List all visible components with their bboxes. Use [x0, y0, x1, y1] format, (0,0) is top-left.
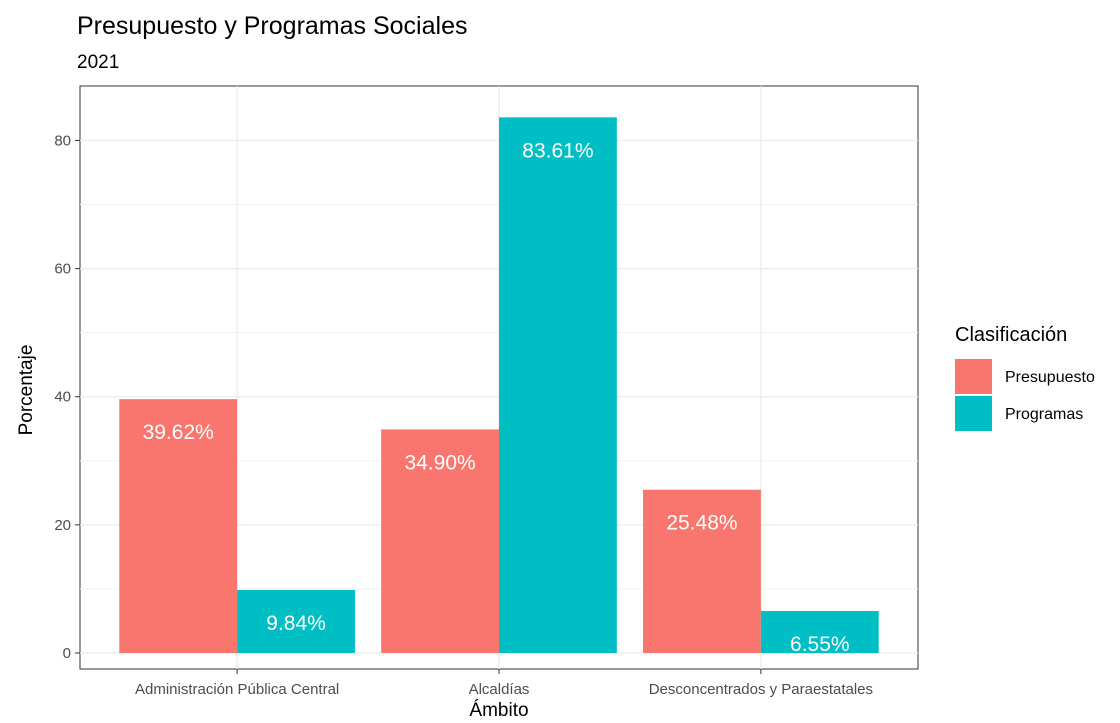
chart-subtitle: 2021	[77, 52, 119, 73]
bar	[760, 611, 879, 653]
bar	[237, 589, 355, 653]
data-labels: 39.62% 34.90% 25.48% 9.84% 83.61% 6.55%	[143, 139, 850, 656]
x-tick-label: Administración Pública Central	[135, 681, 339, 698]
data-label: 83.61%	[522, 139, 593, 162]
data-label: 34.90%	[404, 451, 475, 474]
y-axis: 0 20 40 60 80	[54, 132, 80, 662]
legend-swatch	[955, 396, 992, 431]
data-label: 9.84%	[266, 612, 326, 635]
x-axis-title: Ámbito	[469, 700, 528, 721]
data-label: 25.48%	[666, 512, 737, 535]
legend: Clasificación Presupuesto Programas	[955, 324, 1095, 431]
x-tick-label: Desconcentrados y Paraestatales	[649, 681, 873, 698]
bar	[381, 429, 499, 653]
y-tick-label: 40	[54, 389, 71, 406]
data-label: 39.62%	[143, 421, 214, 444]
bar	[643, 489, 761, 653]
chart-title: Presupuesto y Programas Sociales	[77, 12, 467, 40]
bars	[119, 117, 879, 653]
x-tick-label: Alcaldías	[469, 681, 530, 698]
bar	[499, 117, 617, 653]
y-tick-label: 80	[54, 132, 71, 149]
legend-label: Programas	[1005, 406, 1083, 423]
data-label: 6.55%	[790, 633, 850, 656]
y-axis-title: Porcentaje	[16, 345, 37, 436]
x-axis: Administración Pública Central Alcaldías D…	[135, 669, 873, 698]
bar	[119, 399, 238, 653]
y-tick-label: 0	[63, 645, 71, 662]
y-tick-label: 60	[54, 261, 71, 278]
legend-label: Presupuesto	[1005, 369, 1095, 386]
legend-swatch	[955, 359, 992, 394]
y-tick-label: 20	[54, 517, 71, 534]
legend-title: Clasificación	[955, 324, 1067, 346]
